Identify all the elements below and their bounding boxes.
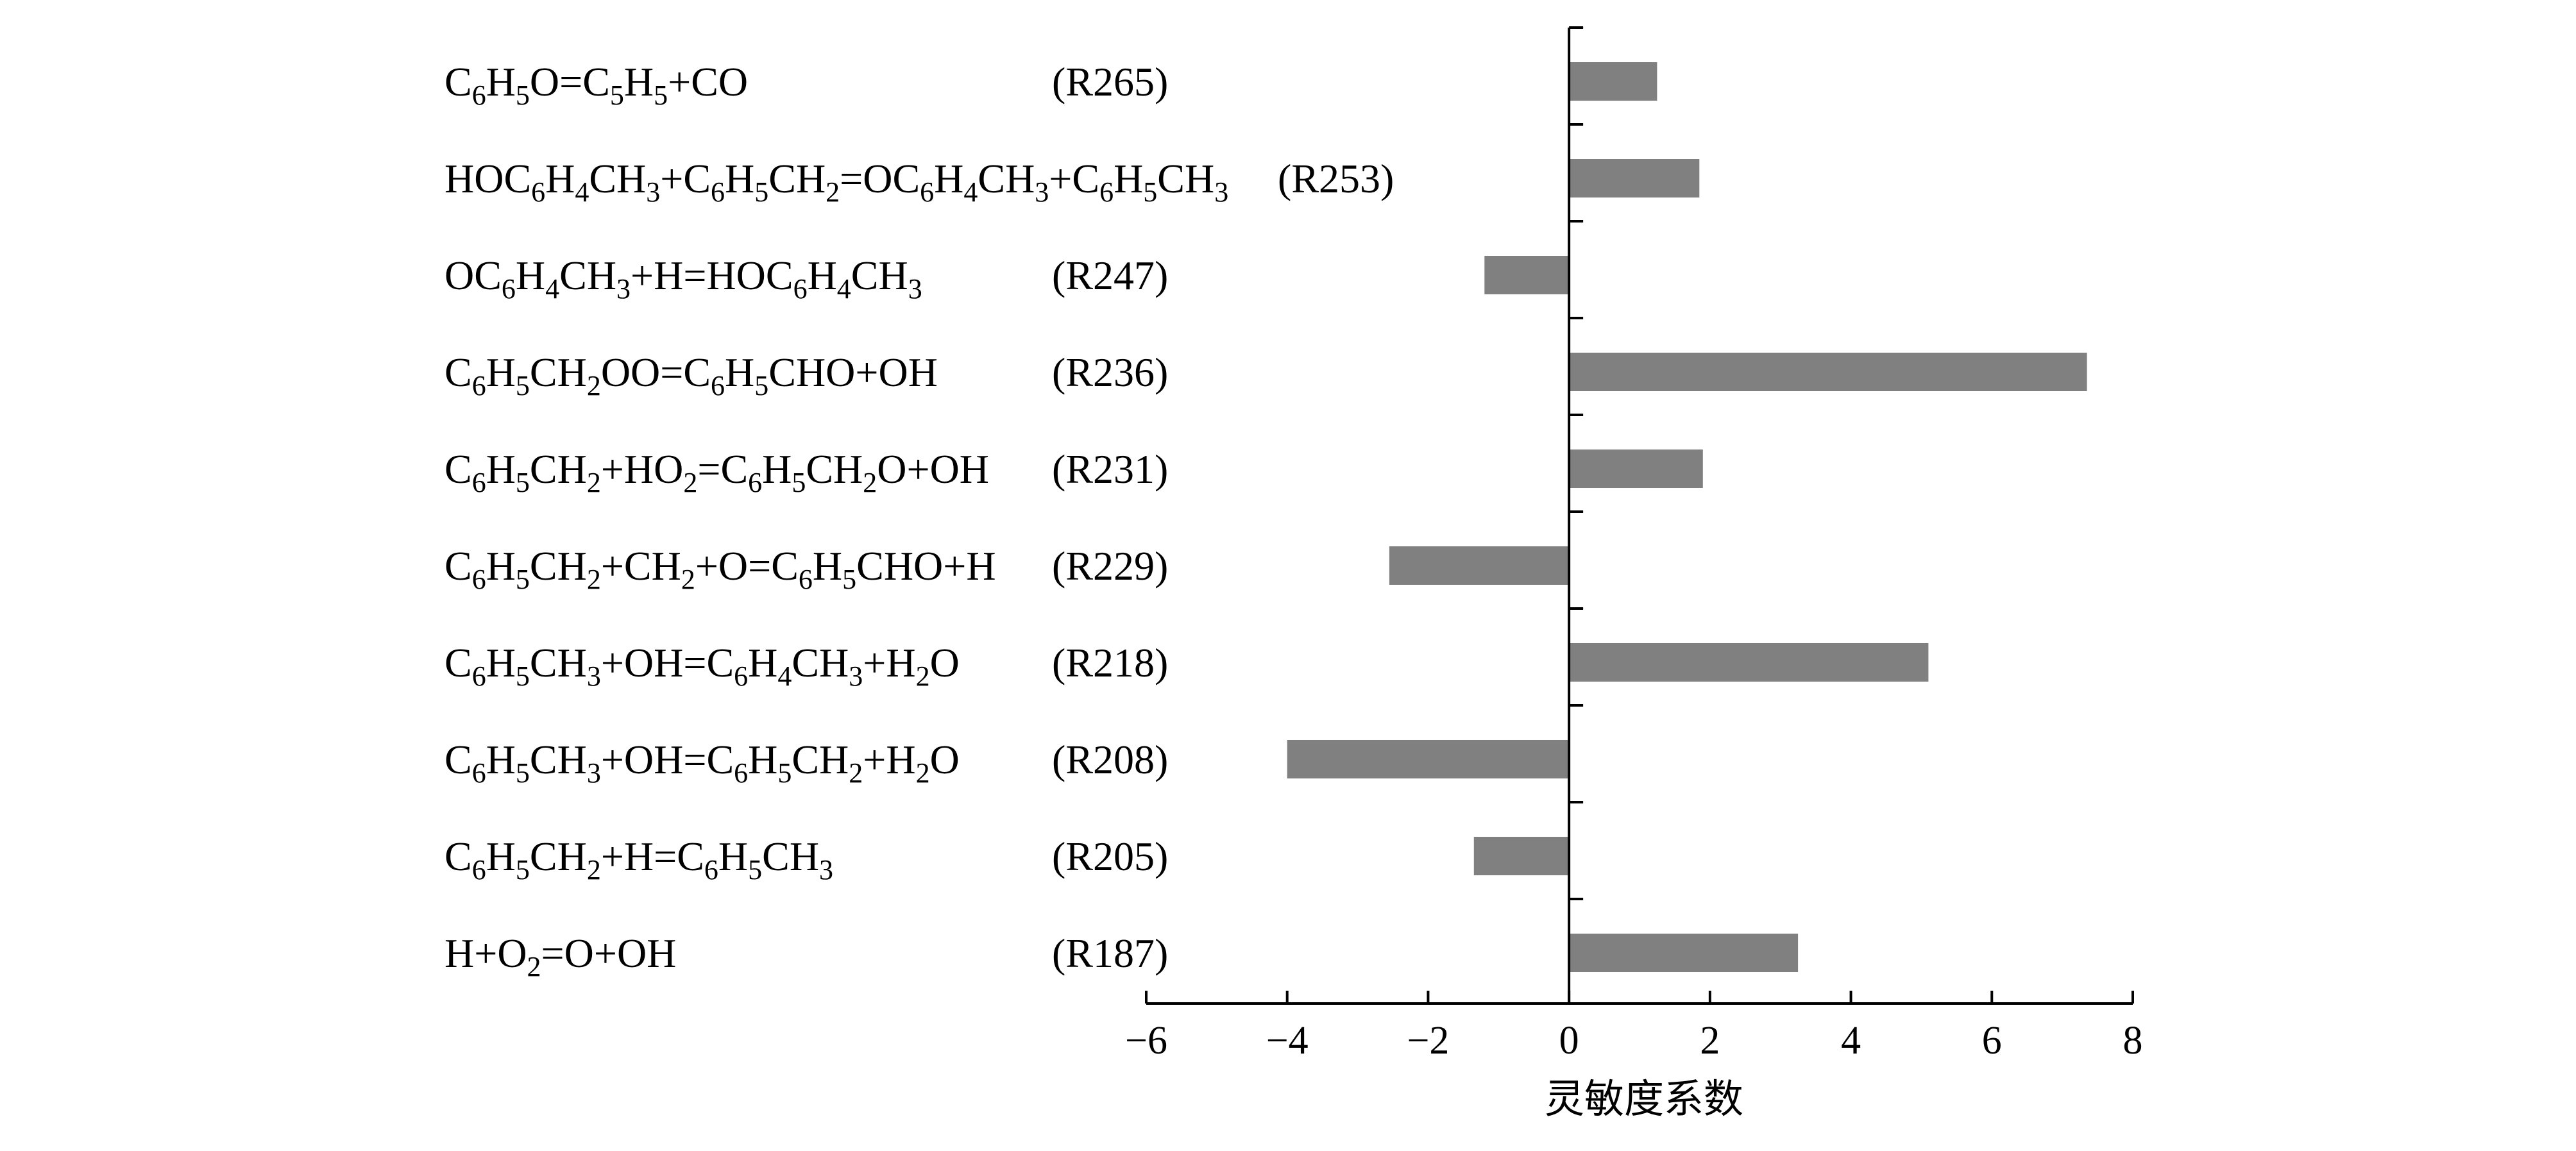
- bar-r253: [1569, 159, 1700, 197]
- bars-layer: [1287, 62, 2087, 972]
- reaction-id-label: (R236): [1052, 349, 1168, 395]
- reaction-id-label: (R265): [1052, 59, 1168, 105]
- x-tick-label: 4: [1841, 1019, 1861, 1063]
- bar-r205: [1473, 837, 1570, 875]
- reaction-id-label: (R208): [1052, 737, 1168, 782]
- reaction-id-label: (R253): [1278, 156, 1394, 201]
- reaction-label: C6H5CH2+H=C6H5CH3: [445, 834, 833, 886]
- reaction-id-label: (R205): [1052, 834, 1168, 879]
- reaction-labels: C6H5O=C5H5+CO (R265) HOC6H4CH3+C6H5CH2=OC6…: [445, 59, 1394, 982]
- bar-r187: [1569, 934, 1799, 972]
- x-tick-label: −6: [1125, 1019, 1167, 1063]
- reaction-label: OC6H4CH3+H=HOC6H4CH3: [445, 253, 922, 305]
- reaction-label: C6H5CH2OO=C6H5CHO+OH: [445, 349, 938, 401]
- x-axis-title: 灵敏度系数: [1545, 1075, 1743, 1122]
- reaction-label: C6H5O=C5H5+CO: [445, 59, 748, 111]
- reaction-id-label: (R247): [1052, 253, 1168, 298]
- reaction-label: C6H5CH3+OH=C6H4CH3+H2O: [445, 640, 960, 692]
- x-tick-label: 6: [1982, 1019, 2002, 1063]
- x-tick-label: −2: [1407, 1019, 1449, 1063]
- bar-r247: [1484, 256, 1570, 294]
- reaction-label: C6H5CH2+CH2+O=C6H5CHO+H: [445, 543, 996, 595]
- reaction-id-label: (R218): [1052, 640, 1168, 685]
- reaction-label: C6H5CH3+OH=C6H5CH2+H2O: [445, 737, 960, 789]
- axes: −6 −4 −2 0 2 4 6 8: [1125, 26, 2143, 1063]
- x-tick-label: −4: [1266, 1019, 1309, 1063]
- x-tick-label: 0: [1559, 1019, 1579, 1063]
- bar-r218: [1569, 643, 1929, 682]
- x-tick-label: 8: [2123, 1019, 2143, 1063]
- reaction-id-label: (R229): [1052, 543, 1168, 589]
- reaction-id-label: (R231): [1052, 446, 1168, 492]
- bar-r236: [1569, 353, 2087, 391]
- bar-r229: [1389, 546, 1570, 585]
- bar-r265: [1569, 62, 1657, 101]
- x-tick-label: 2: [1700, 1019, 1720, 1063]
- reaction-label: H+O2=O+OH: [445, 930, 676, 982]
- reaction-label: C6H5CH2+HO2=C6H5CH2O+OH: [445, 446, 989, 498]
- reaction-id-label: (R187): [1052, 930, 1168, 976]
- reaction-label: HOC6H4CH3+C6H5CH2=OC6H4CH3+C6H5CH3: [445, 156, 1228, 208]
- bar-r208: [1287, 740, 1570, 778]
- bar-r231: [1569, 449, 1703, 488]
